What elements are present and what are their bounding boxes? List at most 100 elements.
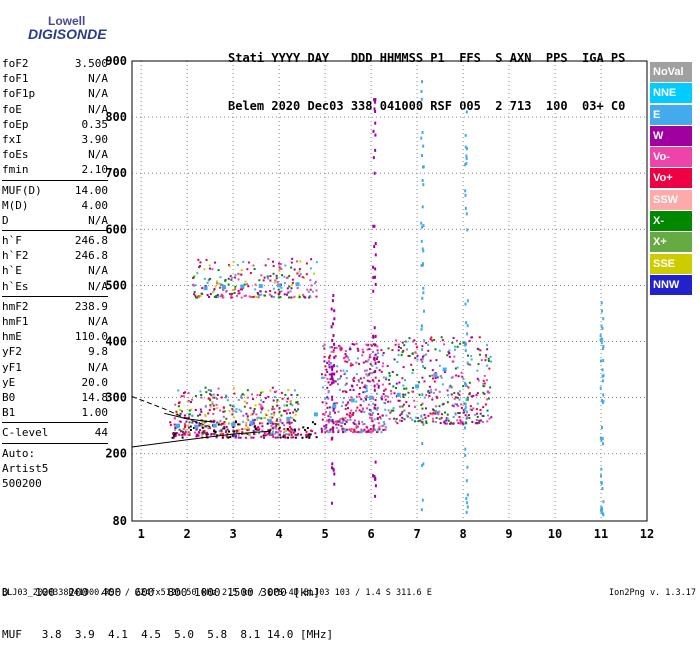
grid-dot	[554, 269, 556, 270]
grid-dot	[288, 397, 289, 399]
echo-point	[213, 261, 216, 264]
grid-dot	[608, 228, 609, 230]
echo-point	[274, 432, 277, 435]
grid-dot	[564, 397, 565, 399]
echo-point	[198, 432, 201, 435]
echo-point	[365, 384, 368, 387]
grid-dot	[352, 172, 353, 174]
grid-dot	[278, 449, 280, 450]
echo-point	[384, 388, 387, 391]
echo-point	[197, 258, 200, 261]
param-value: 4.00	[81, 198, 109, 212]
grid-dot	[428, 116, 429, 118]
grid-dot	[416, 217, 418, 218]
echo-point	[435, 416, 438, 419]
grid-dot	[508, 369, 510, 370]
grid-dot	[232, 273, 234, 274]
grid-dot	[140, 385, 142, 386]
echo-point	[217, 423, 220, 426]
grid-dot	[384, 397, 385, 399]
grid-dot	[644, 453, 645, 455]
grid-dot	[248, 172, 249, 174]
grid-dot	[278, 501, 280, 502]
echo-point	[338, 419, 341, 422]
echo-point	[454, 403, 457, 406]
echo-point	[376, 406, 379, 409]
grid-dot	[600, 149, 602, 150]
echo-point	[260, 435, 263, 438]
streak-point	[422, 224, 425, 228]
grid-dot	[600, 465, 602, 466]
echo-point	[232, 404, 235, 407]
grid-dot	[186, 493, 188, 494]
echo-point	[297, 432, 300, 435]
grid-dot	[360, 116, 361, 118]
echo-point	[175, 410, 178, 413]
echo-point	[304, 429, 307, 432]
grid-dot	[152, 453, 153, 455]
echo-point	[237, 423, 240, 426]
grid-dot	[612, 228, 613, 230]
echo-point	[220, 293, 223, 296]
grid-dot	[278, 261, 280, 262]
echo-point	[299, 273, 302, 276]
echo-point	[205, 391, 208, 394]
echo-point	[308, 436, 311, 439]
grid-dot	[360, 284, 361, 286]
grid-dot	[324, 169, 326, 170]
grid-dot	[508, 285, 510, 286]
grid-dot	[424, 228, 425, 230]
echo-point	[452, 360, 455, 363]
grid-dot	[462, 341, 464, 342]
echo-point	[355, 425, 358, 428]
echo-point	[183, 432, 186, 435]
echo-point	[329, 428, 332, 431]
grid-dot	[370, 389, 372, 390]
echo-point	[470, 355, 473, 358]
echo-point	[189, 429, 192, 432]
echo-point	[279, 296, 282, 299]
grid-dot	[600, 393, 602, 394]
echo-point	[402, 393, 405, 396]
streak-point	[466, 324, 469, 328]
grid-dot	[316, 397, 317, 399]
echo-point	[372, 343, 375, 346]
grid-dot	[160, 453, 161, 455]
grid-dot	[324, 401, 326, 402]
grid-dot	[428, 172, 429, 174]
echo-point	[290, 261, 293, 264]
grid-dot	[356, 116, 357, 118]
grid-dot	[440, 284, 441, 286]
echo-point	[486, 409, 489, 412]
grid-dot	[348, 340, 349, 342]
grid-dot	[232, 89, 234, 90]
echo-point	[229, 293, 232, 296]
streak-point	[374, 476, 377, 480]
grid-dot	[508, 517, 510, 518]
grid-dot	[468, 453, 469, 455]
grid-dot	[608, 116, 609, 118]
echo-point	[258, 403, 261, 406]
grid-dot	[462, 161, 464, 162]
grid-dot	[554, 241, 556, 242]
grid-dot	[204, 116, 205, 118]
echo-point	[230, 276, 233, 279]
grid-dot	[324, 101, 326, 102]
echo-point	[349, 418, 352, 421]
echo-point	[237, 292, 240, 295]
grid-dot	[416, 425, 418, 426]
echo-point	[425, 394, 428, 397]
echo-point	[342, 369, 345, 372]
grid-dot	[428, 340, 429, 342]
echo-point	[310, 258, 313, 261]
streak-point	[372, 265, 375, 269]
echo-point	[341, 417, 344, 420]
echo-point	[435, 410, 438, 413]
echo-point	[293, 295, 296, 298]
grid-dot	[188, 172, 189, 174]
grid-dot	[636, 397, 637, 399]
echo-point	[232, 405, 235, 408]
grid-dot	[140, 397, 141, 399]
echo-point	[394, 420, 397, 423]
param-row: B0 14.8	[2, 390, 108, 405]
